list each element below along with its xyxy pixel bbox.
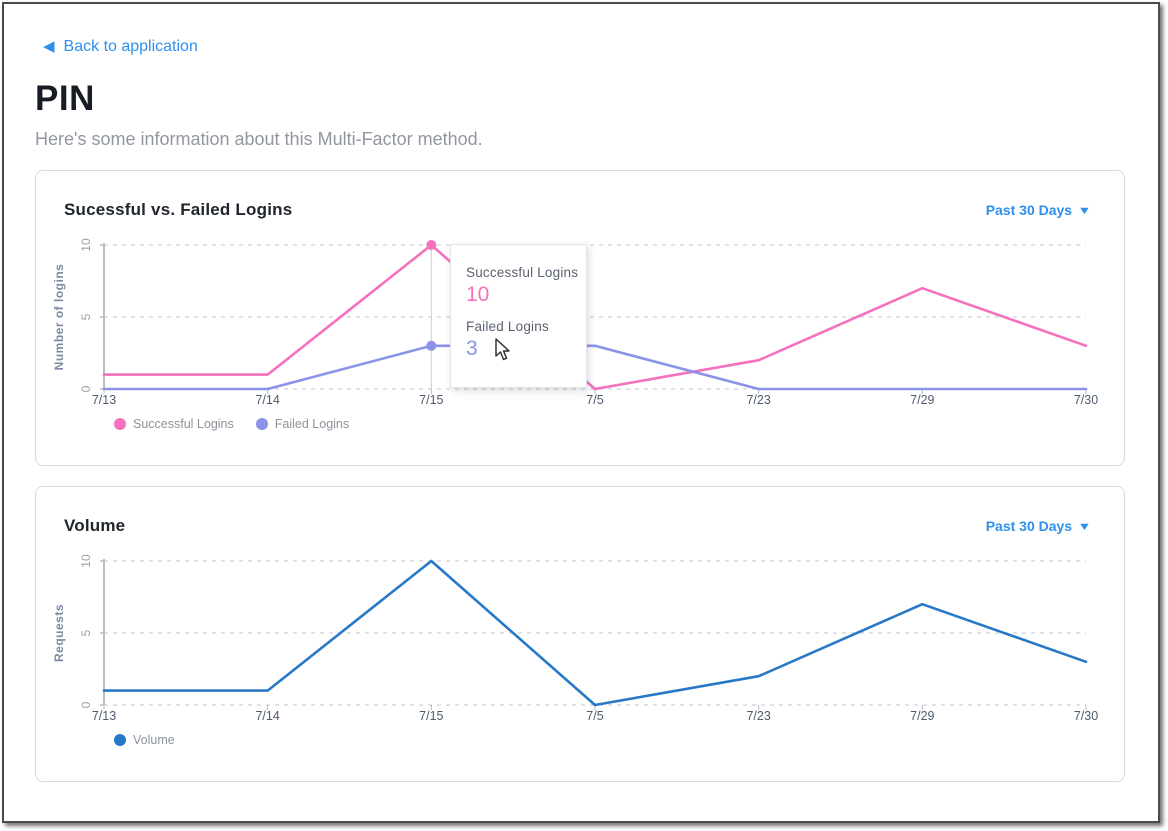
x-tick-label: 7/15 — [419, 393, 443, 407]
logins-range-label: Past 30 Days — [985, 201, 1073, 218]
volume-chart-area[interactable]: 0 5 10 7/13 7/14 7/15 7/5 7/23 7/29 7/30 Requests — [36, 548, 1118, 723]
volume-chart-legend: Volume — [114, 733, 1090, 747]
y-tick-label: 5 — [79, 313, 93, 320]
tooltip-failed-label: Failed Logins — [466, 319, 549, 334]
volume-card-header: Volume Past 30 Days ▼ — [64, 511, 1092, 541]
y-tick-label: 0 — [79, 385, 93, 392]
legend-dot-icon — [114, 733, 126, 746]
page-subtitle: Here's some information about this Multi… — [35, 128, 483, 149]
legend-label: Successful Logins — [133, 416, 234, 431]
legend-item[interactable]: Volume — [114, 733, 175, 747]
y-tick-label: 10 — [79, 238, 93, 252]
volume-range-label: Past 30 Days — [985, 517, 1073, 534]
page-title: PIN — [35, 78, 95, 118]
app-window: ◀ Back to application PIN Here's some in… — [2, 2, 1160, 823]
legend-label: Failed Logins — [274, 416, 350, 431]
series-line — [102, 243, 1088, 390]
logins-chart[interactable]: 0 5 10 7/13 7/14 7/15 7/5 7/23 7/29 7/30 Number of… — [36, 232, 1126, 407]
chart-tooltip: Successful Logins 10 Failed Logins 3 — [450, 244, 587, 388]
logins-chart-area[interactable]: 0 5 10 7/13 7/14 7/15 7/5 7/23 7/29 7/30 Number of… — [36, 232, 1118, 407]
caret-down-icon: ▼ — [1077, 204, 1092, 217]
y-tick-label: 0 — [79, 701, 93, 708]
x-tick-label: 7/5 — [586, 393, 603, 407]
x-tick-label: 7/15 — [419, 709, 443, 723]
legend-dot-icon — [114, 417, 126, 430]
legend-item[interactable]: Successful Logins — [114, 417, 234, 431]
back-arrow-icon: ◀ — [43, 37, 55, 55]
volume-chart-title: Volume — [64, 515, 126, 535]
volume-chart-card: Volume Past 30 Days ▼ 0 5 10 7/13 7/14 7/15 7/… — [35, 485, 1125, 782]
tooltip-successful-value: 10 — [466, 283, 490, 306]
series-line — [102, 344, 1088, 390]
x-tick-label: 7/23 — [746, 393, 770, 407]
logins-chart-legend: Successful Logins Failed Logins — [114, 417, 1090, 431]
hover-point — [426, 239, 437, 250]
x-tick-label: 7/14 — [255, 709, 279, 723]
caret-down-icon: ▼ — [1077, 520, 1092, 533]
x-tick-label: 7/14 — [255, 393, 279, 407]
series-line — [102, 559, 1088, 706]
tooltip-failed-value: 3 — [466, 337, 478, 360]
logins-chart-title: Sucessful vs. Failed Logins — [64, 199, 293, 219]
y-tick-label: 5 — [79, 629, 93, 636]
x-tick-label: 7/30 — [1074, 709, 1098, 723]
x-tick-label: 7/30 — [1074, 393, 1098, 407]
legend-dot-icon — [255, 417, 268, 430]
y-axis-title: Number of logins — [52, 263, 66, 370]
page-content: ◀ Back to application PIN Here's some in… — [4, 4, 1158, 821]
x-tick-label: 7/13 — [92, 393, 116, 407]
x-tick-label: 7/23 — [746, 709, 770, 723]
legend-item[interactable]: Failed Logins — [255, 416, 350, 431]
back-link-label: Back to application — [63, 38, 198, 55]
hover-point — [426, 340, 437, 351]
tooltip-successful-label: Successful Logins — [466, 265, 579, 280]
volume-chart[interactable]: 0 5 10 7/13 7/14 7/15 7/5 7/23 7/29 7/30 Requests — [36, 548, 1126, 723]
mouse-cursor-icon — [495, 338, 510, 361]
logins-card-header: Sucessful vs. Failed Logins Past 30 Days… — [64, 195, 1092, 225]
y-axis-title: Requests — [52, 603, 66, 661]
x-tick-label: 7/5 — [586, 709, 603, 723]
legend-label: Volume — [133, 732, 175, 747]
volume-range-dropdown[interactable]: Past 30 Days ▼ — [985, 517, 1092, 534]
y-tick-label: 10 — [79, 554, 93, 568]
x-tick-label: 7/29 — [910, 393, 934, 407]
x-tick-label: 7/13 — [92, 709, 116, 723]
logins-range-dropdown[interactable]: Past 30 Days ▼ — [985, 201, 1092, 218]
logins-chart-card: Sucessful vs. Failed Logins Past 30 Days… — [35, 169, 1125, 466]
back-link[interactable]: ◀ Back to application — [43, 38, 198, 56]
x-tick-label: 7/29 — [910, 709, 934, 723]
